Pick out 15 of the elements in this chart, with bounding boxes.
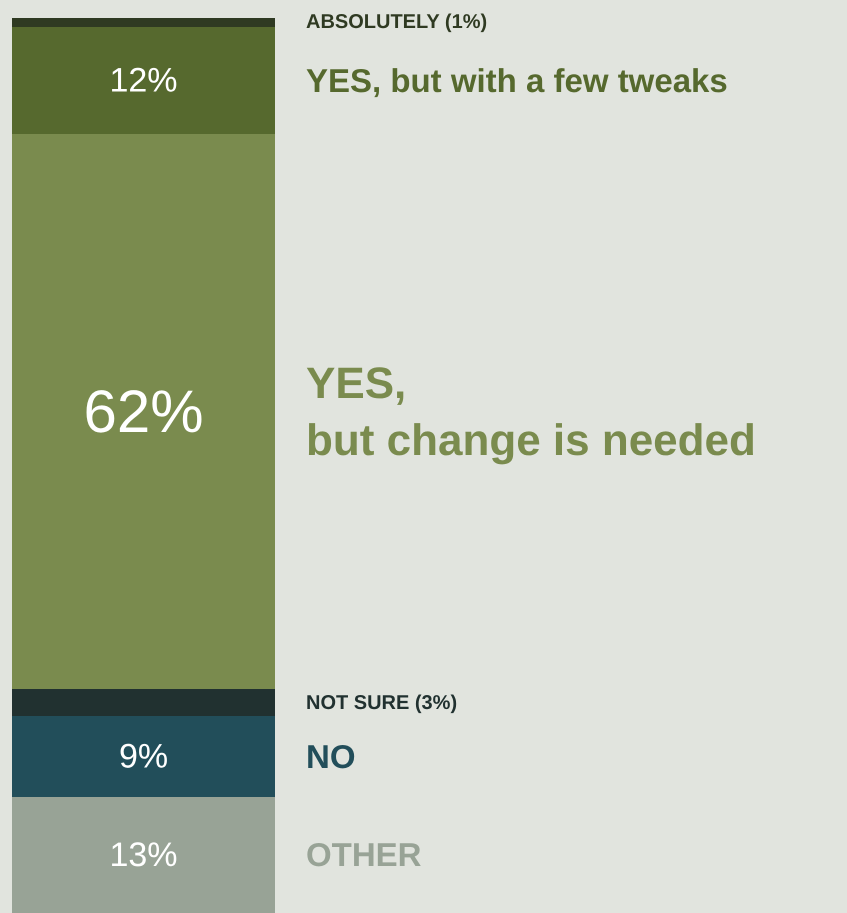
series-label: NOT SURE (3%) bbox=[306, 692, 458, 714]
bar bbox=[12, 18, 275, 27]
bar bbox=[12, 797, 275, 913]
bar bbox=[12, 689, 275, 716]
series-label: YES, but with a few tweaks bbox=[306, 62, 728, 99]
series-label: OTHER bbox=[306, 836, 422, 873]
series-label: NO bbox=[306, 738, 356, 775]
bar bbox=[12, 716, 275, 797]
data-label: 12% bbox=[109, 62, 178, 100]
data-label: 9% bbox=[118, 738, 168, 776]
series-label: ABSOLUTELY (1%) bbox=[306, 11, 488, 33]
series-label: YES, but change is needed bbox=[306, 359, 756, 466]
data-label: 13% bbox=[109, 836, 178, 874]
data-label: 62% bbox=[83, 378, 204, 445]
bar bbox=[12, 27, 275, 134]
